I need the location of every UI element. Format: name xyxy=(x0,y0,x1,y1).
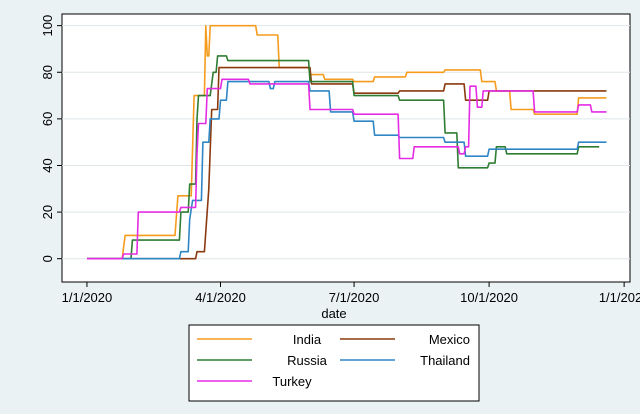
legend-label: Thailand xyxy=(420,353,470,368)
legend-label: Russia xyxy=(287,353,328,368)
x-tick-label: 7/1/2020 xyxy=(329,290,380,305)
legend-label: India xyxy=(293,332,322,347)
x-tick-label: 4/1/2020 xyxy=(195,290,246,305)
legend-label: Mexico xyxy=(429,332,470,347)
y-tick-label: 0 xyxy=(40,255,55,262)
y-tick-label: 80 xyxy=(40,65,55,79)
x-tick-label: 10/1/2020 xyxy=(460,290,518,305)
y-tick-label: 20 xyxy=(40,205,55,219)
plot-area xyxy=(61,13,631,283)
legend-item-turkey: Turkey xyxy=(197,374,312,389)
legend-item-india: India xyxy=(197,332,322,347)
series-lines xyxy=(87,24,607,260)
series-line-russia xyxy=(87,55,600,260)
legend-item-thailand: Thailand xyxy=(340,353,470,368)
y-tick-label: 100 xyxy=(40,15,55,37)
y-tick-label: 60 xyxy=(40,112,55,126)
legend-item-russia: Russia xyxy=(197,353,328,368)
legend-label: Turkey xyxy=(272,374,312,389)
legend: India Mexico Russia Thailand Turkey xyxy=(188,324,480,402)
y-tick-label: 40 xyxy=(40,158,55,172)
x-axis-title: date xyxy=(321,306,346,321)
legend-item-mexico: Mexico xyxy=(340,332,470,347)
legend-box xyxy=(188,324,480,402)
series-line-turkey xyxy=(87,78,607,260)
axes: 0 20 40 60 80 100 1/1/2020 4/1/2020 7/1/2020 10/1… xyxy=(40,15,640,305)
x-tick-label: 1/1/2021 xyxy=(599,290,640,305)
x-tick-label: 1/1/2020 xyxy=(62,290,113,305)
series-line-thailand xyxy=(87,80,607,260)
